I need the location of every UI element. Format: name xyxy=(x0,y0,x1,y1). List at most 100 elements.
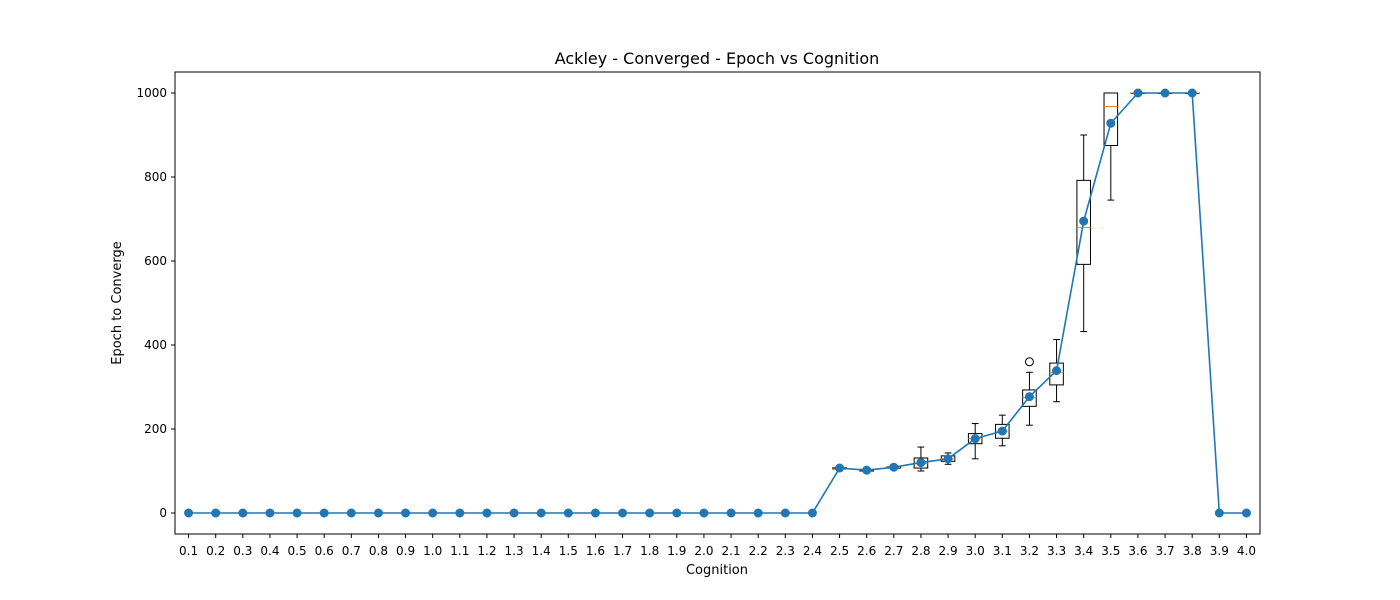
x-tick-label: 2.8 xyxy=(911,544,930,558)
data-point xyxy=(753,508,763,518)
y-tick-label: 0 xyxy=(159,506,167,520)
x-tick-label: 2.4 xyxy=(803,544,822,558)
x-tick-label: 1.0 xyxy=(423,544,442,558)
x-tick-label: 0.5 xyxy=(288,544,307,558)
data-point xyxy=(780,508,790,518)
data-point xyxy=(590,508,600,518)
y-tick-label: 1000 xyxy=(136,86,167,100)
data-point xyxy=(1024,392,1034,402)
x-tick-label: 2.2 xyxy=(749,544,768,558)
data-point xyxy=(997,426,1007,436)
x-tick-label: 2.3 xyxy=(776,544,795,558)
x-tick-label: 1.9 xyxy=(667,544,686,558)
x-tick-label: 3.6 xyxy=(1128,544,1147,558)
data-point xyxy=(699,508,709,518)
x-axis-label: Cognition xyxy=(686,563,748,578)
data-point xyxy=(563,508,573,518)
data-point xyxy=(672,508,682,518)
boxplot xyxy=(1103,92,1119,201)
x-tick-label: 3.8 xyxy=(1183,544,1202,558)
data-point xyxy=(1133,88,1143,98)
data-point xyxy=(1187,88,1197,98)
x-tick-label: 3.0 xyxy=(966,544,985,558)
boxplot-box xyxy=(1022,389,1037,407)
boxplot-box xyxy=(1103,92,1119,146)
data-point xyxy=(184,508,194,518)
x-tick-label: 1.2 xyxy=(477,544,496,558)
x-tick-label: 0.1 xyxy=(179,544,198,558)
x-tick-label: 2.5 xyxy=(830,544,849,558)
data-point xyxy=(889,462,899,472)
data-point xyxy=(1106,118,1116,128)
x-tick-label: 3.2 xyxy=(1020,544,1039,558)
data-point xyxy=(1079,216,1089,226)
plot-area xyxy=(174,71,1261,535)
boxplot xyxy=(1022,357,1037,426)
x-tick-label: 0.7 xyxy=(342,544,361,558)
x-tick-label: 2.7 xyxy=(884,544,903,558)
series-line xyxy=(188,92,1247,514)
data-point xyxy=(807,508,817,518)
data-point xyxy=(726,508,736,518)
y-axis: 0 200 400 600 800 1000 xyxy=(136,86,175,520)
x-tick-label: 1.6 xyxy=(586,544,605,558)
data-point xyxy=(292,508,302,518)
x-tick-label: 1.3 xyxy=(505,544,524,558)
x-tick-label: 3.4 xyxy=(1074,544,1093,558)
x-tick-label: 1.5 xyxy=(559,544,578,558)
x-tick-label: 0.6 xyxy=(315,544,334,558)
x-tick-label: 2.1 xyxy=(722,544,741,558)
data-point xyxy=(211,508,221,518)
data-point xyxy=(319,508,329,518)
data-point xyxy=(238,508,248,518)
data-point xyxy=(1160,88,1170,98)
x-tick-label: 1.4 xyxy=(532,544,551,558)
boxplot-box xyxy=(1076,179,1091,265)
x-tick-label: 3.3 xyxy=(1047,544,1066,558)
x-tick-label: 3.5 xyxy=(1101,544,1120,558)
data-point xyxy=(346,508,356,518)
data-point xyxy=(265,508,275,518)
x-tick-label: 3.9 xyxy=(1210,544,1229,558)
chart-title: Ackley - Converged - Epoch vs Cognition xyxy=(555,49,880,68)
x-tick-label: 4.0 xyxy=(1237,544,1256,558)
data-point xyxy=(428,508,438,518)
data-point xyxy=(482,508,492,518)
x-tick-label: 2.0 xyxy=(694,544,713,558)
data-point xyxy=(970,434,980,444)
data-point xyxy=(536,508,546,518)
plot-frame xyxy=(174,71,1261,535)
x-tick-label: 0.3 xyxy=(233,544,252,558)
data-point xyxy=(916,458,926,468)
x-tick-label: 2.9 xyxy=(939,544,958,558)
y-tick-label: 800 xyxy=(144,170,167,184)
boxplot xyxy=(1076,134,1091,333)
x-tick-label: 2.6 xyxy=(857,544,876,558)
y-tick-label: 600 xyxy=(144,254,167,268)
x-tick-label: 1.7 xyxy=(613,544,632,558)
data-point xyxy=(618,508,628,518)
data-point xyxy=(1052,366,1062,376)
x-tick-label: 0.8 xyxy=(369,544,388,558)
x-tick-label: 1.1 xyxy=(450,544,469,558)
x-tick-label: 0.2 xyxy=(206,544,225,558)
x-tick-label: 3.1 xyxy=(993,544,1012,558)
x-tick-label: 0.4 xyxy=(260,544,279,558)
boxplot-flier xyxy=(1024,357,1034,367)
data-point xyxy=(455,508,465,518)
data-point xyxy=(373,508,383,518)
y-tick-label: 400 xyxy=(144,338,167,352)
y-tick-label: 200 xyxy=(144,422,167,436)
data-point xyxy=(401,508,411,518)
boxplot-box xyxy=(1049,362,1064,386)
data-point xyxy=(862,465,872,475)
data-point xyxy=(1241,508,1251,518)
x-tick-label: 0.9 xyxy=(396,544,415,558)
data-point xyxy=(645,508,655,518)
x-tick-label: 1.8 xyxy=(640,544,659,558)
data-point xyxy=(509,508,519,518)
data-point xyxy=(835,463,845,473)
data-point xyxy=(943,454,953,464)
x-axis: 0.1 0.2 0.3 0.4 0.5 0.6 0.7 0.8 0.9 1.0 1.1 1.2 1.3 1… xyxy=(179,534,1256,558)
